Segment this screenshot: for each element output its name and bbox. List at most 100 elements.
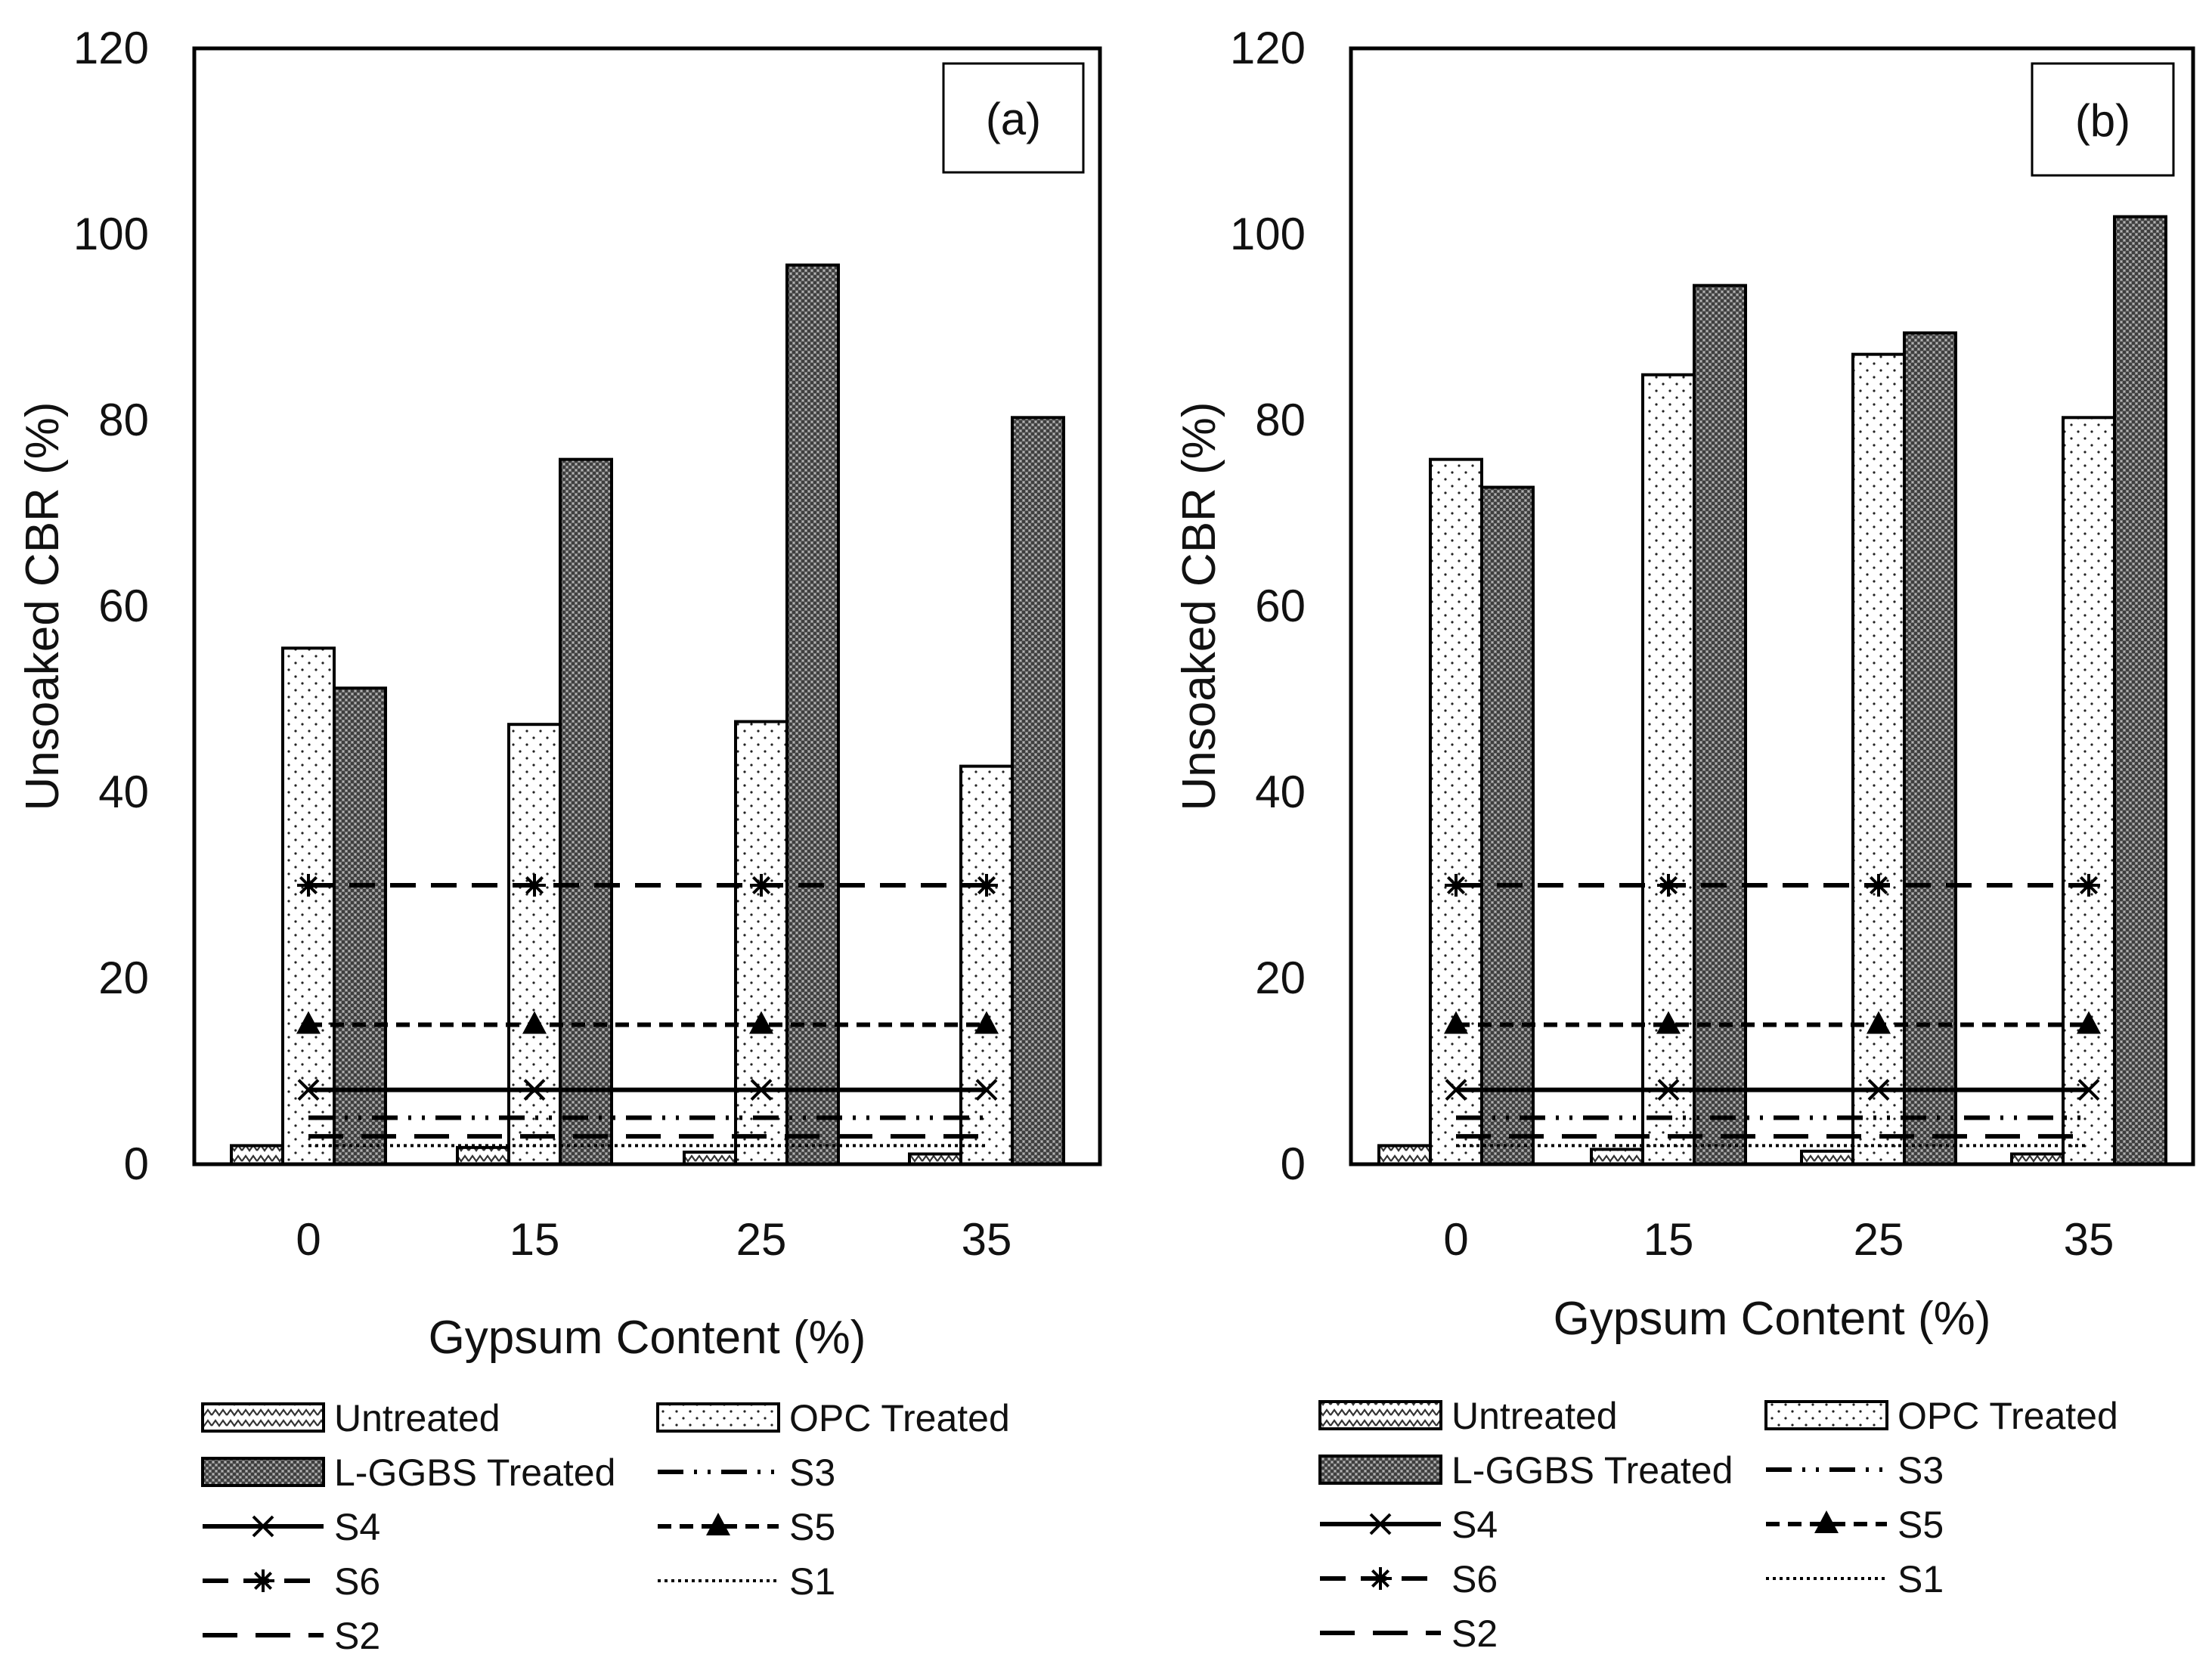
y-tick-label: 60 (1255, 581, 1306, 631)
legend-marker (1369, 1513, 1392, 1535)
marker-s6-0 (297, 874, 320, 897)
legend-label: S2 (1451, 1613, 1498, 1655)
legend-item-s5: S5 (1766, 1504, 1944, 1546)
marker-s5-0 (1444, 1011, 1468, 1034)
legend-item-s3: S3 (1766, 1449, 1944, 1492)
legend-item-s3: S3 (658, 1451, 835, 1494)
bar-ggbs-35 (2113, 215, 2167, 1166)
marker-s6-15 (1657, 874, 1680, 897)
legend-label: S6 (334, 1560, 380, 1603)
panel-label: (a) (986, 94, 1041, 144)
marker-s5-0 (296, 1011, 321, 1034)
bar-opc-35 (959, 764, 1014, 1166)
bar-untreated-0 (1377, 1144, 1432, 1166)
marker-s4-25 (750, 1079, 773, 1101)
legend-label: S5 (789, 1506, 835, 1548)
legend-label: L-GGBS Treated (1451, 1449, 1733, 1492)
legend-item-untreated: Untreated (201, 1397, 500, 1439)
legend-label: S1 (1898, 1558, 1944, 1600)
bar-ggbs-15 (559, 457, 613, 1166)
marker-s4-0 (1445, 1079, 1467, 1101)
legend-item-l-ggbs-treated: L-GGBS Treated (1318, 1449, 1733, 1492)
marker-s4-15 (523, 1079, 546, 1101)
marker-s6-25 (750, 874, 773, 897)
marker-s5-25 (749, 1011, 773, 1034)
legend-label: S6 (1451, 1558, 1498, 1600)
bar-ggbs-15 (1693, 283, 1747, 1166)
marker-s4-25 (1867, 1079, 1890, 1101)
plot-frame (192, 46, 1102, 1166)
y-axis-title: Unsoaked CBR (%) (1173, 402, 1225, 811)
legend-swatch (656, 1402, 780, 1433)
y-tick-label: 0 (1281, 1139, 1306, 1189)
marker-s6-25 (1867, 874, 1890, 897)
legend-item-s1: S1 (1766, 1558, 1944, 1600)
y-tick-label: 20 (98, 953, 149, 1003)
legend-swatch (1764, 1400, 1888, 1430)
legend-label: S4 (1451, 1504, 1498, 1546)
marker-s5-15 (1656, 1011, 1681, 1034)
legend-marker (1814, 1510, 1839, 1533)
marker-s6-0 (1445, 874, 1467, 897)
marker-s5-35 (974, 1011, 999, 1034)
marker-s5-25 (1867, 1011, 1891, 1034)
x-axis-title: Gypsum Content (%) (1554, 1293, 1991, 1345)
x-tick-label: 15 (510, 1214, 560, 1265)
legend-swatch (201, 1402, 325, 1433)
marker-s6-35 (2077, 874, 2100, 897)
legend-item-s5: S5 (658, 1506, 835, 1548)
legend-item-s6: S6 (203, 1560, 380, 1603)
y-tick-label: 80 (98, 395, 149, 445)
legend-label: S2 (334, 1615, 380, 1657)
bar-ggbs-25 (785, 263, 840, 1166)
legend-label: S3 (1898, 1449, 1944, 1492)
x-axis-title: Gypsum Content (%) (429, 1312, 866, 1364)
bar-ggbs-0 (1480, 485, 1535, 1166)
bar-untreated-15 (1590, 1148, 1644, 1166)
legend-item-l-ggbs-treated: L-GGBS Treated (201, 1451, 615, 1494)
legend-label: Untreated (1451, 1395, 1618, 1437)
bar-untreated-15 (456, 1145, 510, 1166)
x-tick-label: 0 (1443, 1214, 1468, 1265)
panel-label: (b) (2075, 95, 2130, 146)
legend-marker (706, 1513, 730, 1535)
bar-opc-0 (1429, 457, 1483, 1166)
legend: Untreated OPC Treated L-GGBS Treated S3 S4 S5… (201, 1397, 1010, 1657)
y-tick-label: 100 (73, 209, 149, 259)
panel-label-box (942, 62, 1085, 174)
y-tick-label: 120 (73, 23, 149, 73)
legend-item-untreated: Untreated (1318, 1395, 1618, 1437)
legend-label: S1 (789, 1560, 835, 1603)
marker-s4-35 (2077, 1079, 2100, 1101)
bar-opc-35 (2062, 416, 2116, 1166)
bar-ggbs-25 (1903, 331, 1957, 1166)
y-tick-label: 0 (124, 1139, 149, 1189)
x-tick-label: 15 (1644, 1214, 1694, 1265)
marker-s5-15 (522, 1011, 547, 1034)
x-tick-label: 25 (736, 1214, 787, 1265)
x-tick-label: 35 (2064, 1214, 2114, 1265)
bar-ggbs-0 (333, 686, 387, 1166)
bar-opc-25 (1851, 352, 1906, 1166)
marker-s6-35 (975, 874, 998, 897)
bar-untreated-0 (230, 1144, 284, 1166)
panel-label-box (2031, 62, 2175, 177)
plot-frame (1349, 46, 2195, 1166)
legend-item-s4: S4 (203, 1506, 380, 1548)
marker-s6-15 (523, 874, 546, 897)
marker-s4-0 (297, 1079, 320, 1101)
y-tick-label: 40 (1255, 767, 1306, 817)
chart-panel-b: 0 20 40 60 80 100 120 0 15 25 35 (b) Unsoaked CBR (%… (1173, 23, 2195, 1655)
bar-opc-25 (734, 720, 788, 1166)
x-tick-label: 0 (296, 1214, 321, 1265)
legend-label: S4 (334, 1506, 380, 1548)
legend-swatch (201, 1457, 325, 1487)
x-tick-label: 25 (1854, 1214, 1904, 1265)
legend-swatch (1318, 1400, 1442, 1430)
marker-s4-15 (1657, 1079, 1680, 1101)
legend-label: L-GGBS Treated (334, 1451, 615, 1494)
legend-label: OPC Treated (789, 1397, 1010, 1439)
legend-label: Untreated (334, 1397, 500, 1439)
bar-ggbs-35 (1011, 416, 1065, 1166)
bar-opc-0 (281, 646, 336, 1166)
